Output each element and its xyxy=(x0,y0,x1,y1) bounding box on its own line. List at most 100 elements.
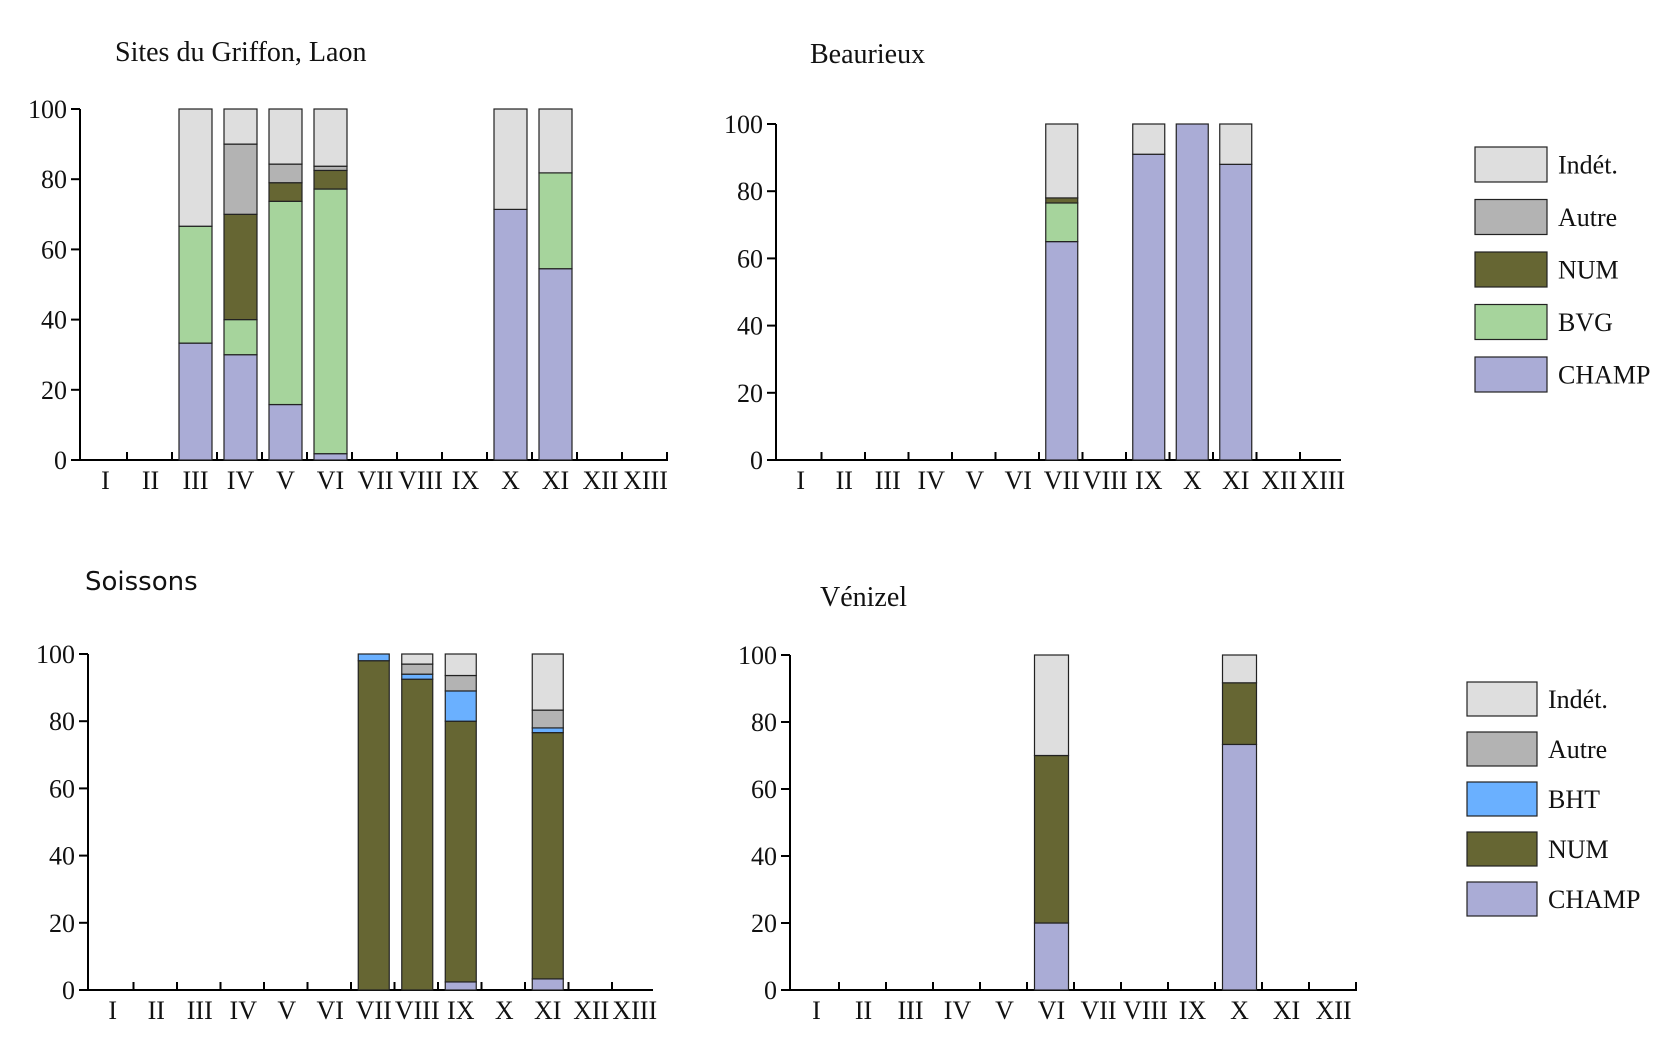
x-tick-label: X xyxy=(1230,996,1249,1025)
bar-segment xyxy=(531,709,564,729)
bar-segment xyxy=(313,188,348,455)
bar-segment xyxy=(1033,922,1070,991)
x-tick-label: VIII xyxy=(1123,996,1168,1025)
x-tick-label: II xyxy=(836,466,853,495)
legend-top: Indét. Autre NUM BVG CHAMP xyxy=(1474,146,1650,393)
x-tick-label: X xyxy=(495,996,514,1025)
legend-label: Indét. xyxy=(1558,151,1618,180)
legend-label: Indét. xyxy=(1548,685,1608,714)
bar-segment xyxy=(268,182,303,202)
bar-segment xyxy=(444,653,477,677)
bar-segment xyxy=(178,108,213,227)
x-tick-label: IX xyxy=(1179,996,1207,1025)
legend-swatch xyxy=(1474,146,1548,183)
bar-segment xyxy=(178,225,213,344)
bar-segment xyxy=(268,108,303,165)
x-tick-label: IX xyxy=(1135,466,1163,495)
legend-label: CHAMP xyxy=(1558,361,1650,390)
legend-label: Autre xyxy=(1558,203,1617,232)
bar-segment xyxy=(1132,123,1166,155)
y-tick-label: 0 xyxy=(54,446,67,475)
x-tick-label: II xyxy=(148,996,165,1025)
y-tick-label: 40 xyxy=(751,842,777,871)
legend-swatch xyxy=(1466,681,1538,717)
legend-swatch xyxy=(1474,198,1548,236)
legend-swatch xyxy=(1466,881,1538,917)
x-tick-label: VI xyxy=(317,466,344,495)
bar-segment xyxy=(1045,202,1079,243)
legend-swatch xyxy=(1466,781,1538,817)
y-tick-label: 80 xyxy=(49,707,75,736)
x-tick-label: IV xyxy=(918,466,946,495)
y-tick-label: 20 xyxy=(737,379,763,408)
y-tick-label: 20 xyxy=(751,909,777,938)
bar-segment xyxy=(531,732,564,980)
bar-segment xyxy=(1045,241,1079,461)
bar-segment xyxy=(1221,743,1258,991)
bar-segment xyxy=(313,165,348,172)
x-tick-label: XII xyxy=(582,466,618,495)
chart-title: Beaurieux xyxy=(810,39,925,70)
x-tick-label: X xyxy=(501,466,520,495)
x-tick-label: I xyxy=(108,996,117,1025)
bar-segment xyxy=(223,319,258,356)
x-tick-label: XIII xyxy=(1300,466,1345,495)
bar-segment xyxy=(444,674,477,692)
legend-label: BVG xyxy=(1558,308,1613,337)
bar-segment xyxy=(313,108,348,167)
bar-segment xyxy=(538,268,573,461)
y-tick-label: 60 xyxy=(41,235,67,264)
y-tick-label: 60 xyxy=(49,774,75,803)
x-tick-label: XI xyxy=(534,996,561,1025)
x-tick-label: IV xyxy=(227,466,255,495)
y-tick-label: 100 xyxy=(36,640,75,669)
y-tick-label: 0 xyxy=(764,976,777,1005)
legend-label: Autre xyxy=(1548,735,1607,764)
bar-segment xyxy=(1175,123,1209,461)
bar-segment xyxy=(178,342,213,461)
x-tick-label: V xyxy=(277,996,296,1025)
y-tick-label: 80 xyxy=(751,708,777,737)
y-tick-label: 60 xyxy=(737,244,763,273)
bar-segment xyxy=(401,663,434,675)
bar-segment xyxy=(268,200,303,406)
bar-segment xyxy=(1033,654,1070,757)
x-tick-label: VII xyxy=(1044,466,1080,495)
chart-title: Soissons xyxy=(85,567,198,597)
bar-segment xyxy=(223,213,258,321)
x-tick-label: VII xyxy=(1080,996,1116,1025)
x-tick-label: I xyxy=(812,996,821,1025)
bar-segment xyxy=(1033,754,1070,924)
bar-segment xyxy=(357,660,390,991)
y-tick-label: 40 xyxy=(41,306,67,335)
x-tick-label: XII xyxy=(1261,466,1297,495)
legend-swatch xyxy=(1466,831,1538,867)
bar-segment xyxy=(1219,163,1253,461)
y-tick-label: 80 xyxy=(41,165,67,194)
legend-swatch xyxy=(1474,251,1548,288)
x-tick-label: VIII xyxy=(398,466,443,495)
legend-label: NUM xyxy=(1548,835,1609,864)
x-tick-label: VI xyxy=(1038,996,1065,1025)
bar-segment xyxy=(538,108,573,174)
bar-segment xyxy=(1221,654,1258,684)
x-tick-label: I xyxy=(796,466,805,495)
x-tick-label: III xyxy=(183,466,209,495)
x-tick-label: X xyxy=(1183,466,1202,495)
legend-label: NUM xyxy=(1558,256,1619,285)
chart-title: Sites du Griffon, Laon xyxy=(115,37,366,68)
bar-segment xyxy=(357,653,390,662)
bar-segment xyxy=(268,163,303,184)
x-tick-label: V xyxy=(965,466,984,495)
bar-segment xyxy=(1045,123,1079,199)
legend-swatch xyxy=(1474,356,1548,393)
legend-label: BHT xyxy=(1548,785,1600,814)
bar-segment xyxy=(401,653,434,665)
y-tick-label: 60 xyxy=(751,775,777,804)
y-tick-label: 80 xyxy=(737,177,763,206)
bar-segment xyxy=(444,720,477,983)
x-tick-label: II xyxy=(142,466,159,495)
